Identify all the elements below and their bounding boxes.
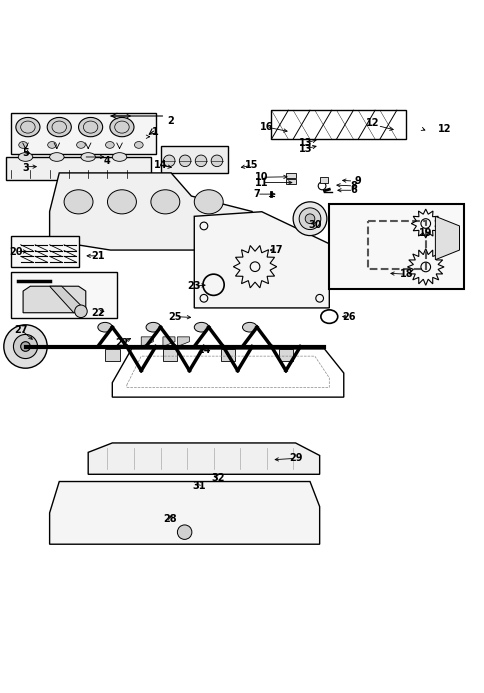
Polygon shape [141,337,153,346]
Text: 11: 11 [255,177,268,188]
Ellipse shape [16,117,40,137]
Text: 6: 6 [349,185,356,195]
Circle shape [4,325,47,368]
Polygon shape [163,337,175,346]
FancyBboxPatch shape [163,349,177,361]
Text: 13: 13 [298,143,311,154]
Ellipse shape [299,208,320,229]
Text: 30: 30 [307,220,321,230]
Ellipse shape [194,190,223,214]
Ellipse shape [19,141,28,148]
Polygon shape [49,482,319,544]
Polygon shape [194,212,329,308]
Ellipse shape [146,322,160,332]
Ellipse shape [78,117,103,137]
FancyBboxPatch shape [220,349,235,361]
Polygon shape [49,286,86,313]
Circle shape [177,525,192,539]
Ellipse shape [151,190,180,214]
Circle shape [211,155,222,166]
Text: 20: 20 [9,247,23,256]
Text: 2: 2 [166,116,173,126]
FancyBboxPatch shape [6,157,151,180]
Text: 19: 19 [418,228,432,238]
FancyBboxPatch shape [278,349,292,361]
Text: 24: 24 [197,345,210,356]
Ellipse shape [47,117,71,137]
Polygon shape [88,443,319,474]
Text: 32: 32 [211,473,225,482]
FancyBboxPatch shape [11,272,117,317]
Circle shape [75,305,87,317]
FancyBboxPatch shape [285,179,295,184]
Text: 9: 9 [354,176,361,186]
Circle shape [179,155,191,166]
FancyBboxPatch shape [285,173,295,178]
Text: 3: 3 [22,163,29,173]
Polygon shape [177,337,189,346]
Text: 13: 13 [298,138,311,148]
Text: 22: 22 [115,337,128,348]
Circle shape [21,342,30,351]
Text: 10: 10 [255,173,268,182]
Ellipse shape [49,152,64,161]
Text: 23: 23 [187,281,200,291]
Polygon shape [49,173,252,250]
FancyBboxPatch shape [11,113,155,154]
Ellipse shape [304,214,314,224]
Text: 16: 16 [259,122,273,132]
FancyBboxPatch shape [105,349,119,361]
FancyBboxPatch shape [160,146,227,173]
Text: 4: 4 [104,157,111,166]
Text: 8: 8 [349,181,356,191]
Ellipse shape [64,190,93,214]
Text: 31: 31 [192,482,205,491]
Circle shape [195,155,206,166]
FancyBboxPatch shape [11,236,78,267]
Text: 27: 27 [14,324,28,335]
Circle shape [163,155,175,166]
Polygon shape [23,286,86,313]
Ellipse shape [112,152,126,161]
FancyBboxPatch shape [329,204,463,288]
Ellipse shape [242,322,257,332]
Circle shape [14,335,37,358]
Ellipse shape [76,141,85,148]
Text: 17: 17 [269,245,283,255]
Text: 1: 1 [152,127,159,137]
Ellipse shape [110,117,134,137]
Ellipse shape [106,141,114,148]
Ellipse shape [18,152,32,161]
Text: 5: 5 [22,148,29,157]
Ellipse shape [98,322,112,332]
Ellipse shape [292,202,326,236]
Text: 15: 15 [245,160,258,170]
Text: 12: 12 [365,119,378,128]
Text: 25: 25 [168,312,182,322]
Text: 14: 14 [153,160,167,170]
Text: 21: 21 [91,251,105,261]
Ellipse shape [134,141,143,148]
Text: 18: 18 [399,269,412,279]
Text: 26: 26 [341,312,355,322]
Polygon shape [435,216,458,260]
Ellipse shape [194,322,208,332]
Text: 22: 22 [91,308,105,318]
Text: 29: 29 [288,453,302,464]
Ellipse shape [81,152,95,161]
Text: 7: 7 [253,189,260,199]
FancyBboxPatch shape [319,177,328,182]
Ellipse shape [107,190,136,214]
Ellipse shape [47,141,56,148]
Text: 12: 12 [438,123,451,134]
Text: 28: 28 [163,514,177,524]
